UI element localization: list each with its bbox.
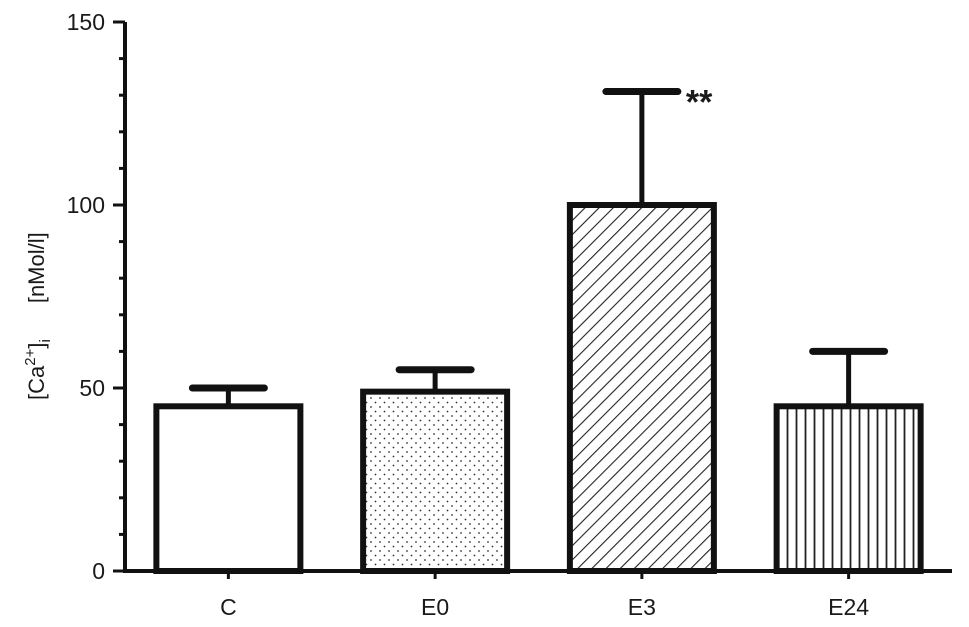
y-tick-label: 100: [67, 192, 105, 218]
significance-annotation: **: [686, 84, 713, 122]
y-tick-label: 0: [92, 558, 105, 584]
bar-E24: [773, 403, 924, 574]
y-axis: 0 50 100 150: [67, 9, 127, 584]
y-label-unit: [nMol/l]: [24, 232, 49, 303]
y-tick-label: 50: [79, 375, 105, 401]
x-axis: C E0 E3 E24: [123, 569, 952, 620]
bar-E3: [566, 202, 717, 574]
x-tick-label-E3: E3: [628, 594, 656, 620]
bar-E0: [360, 388, 511, 574]
y-label-base: [Ca: [24, 365, 49, 400]
y-axis-label: [Ca2+]i [nMol/l]: [22, 232, 54, 400]
y-label-sub: i: [37, 339, 54, 342]
y-tick-label: 150: [67, 9, 105, 35]
x-tick-label-C: C: [220, 594, 237, 620]
x-tick-label-E24: E24: [828, 594, 869, 620]
x-tick-label-E0: E0: [421, 594, 449, 620]
y-label-sup: 2+: [22, 348, 39, 365]
bar-C: [153, 403, 304, 574]
bars: **: [153, 84, 924, 574]
y-label-close: ]: [24, 343, 49, 349]
